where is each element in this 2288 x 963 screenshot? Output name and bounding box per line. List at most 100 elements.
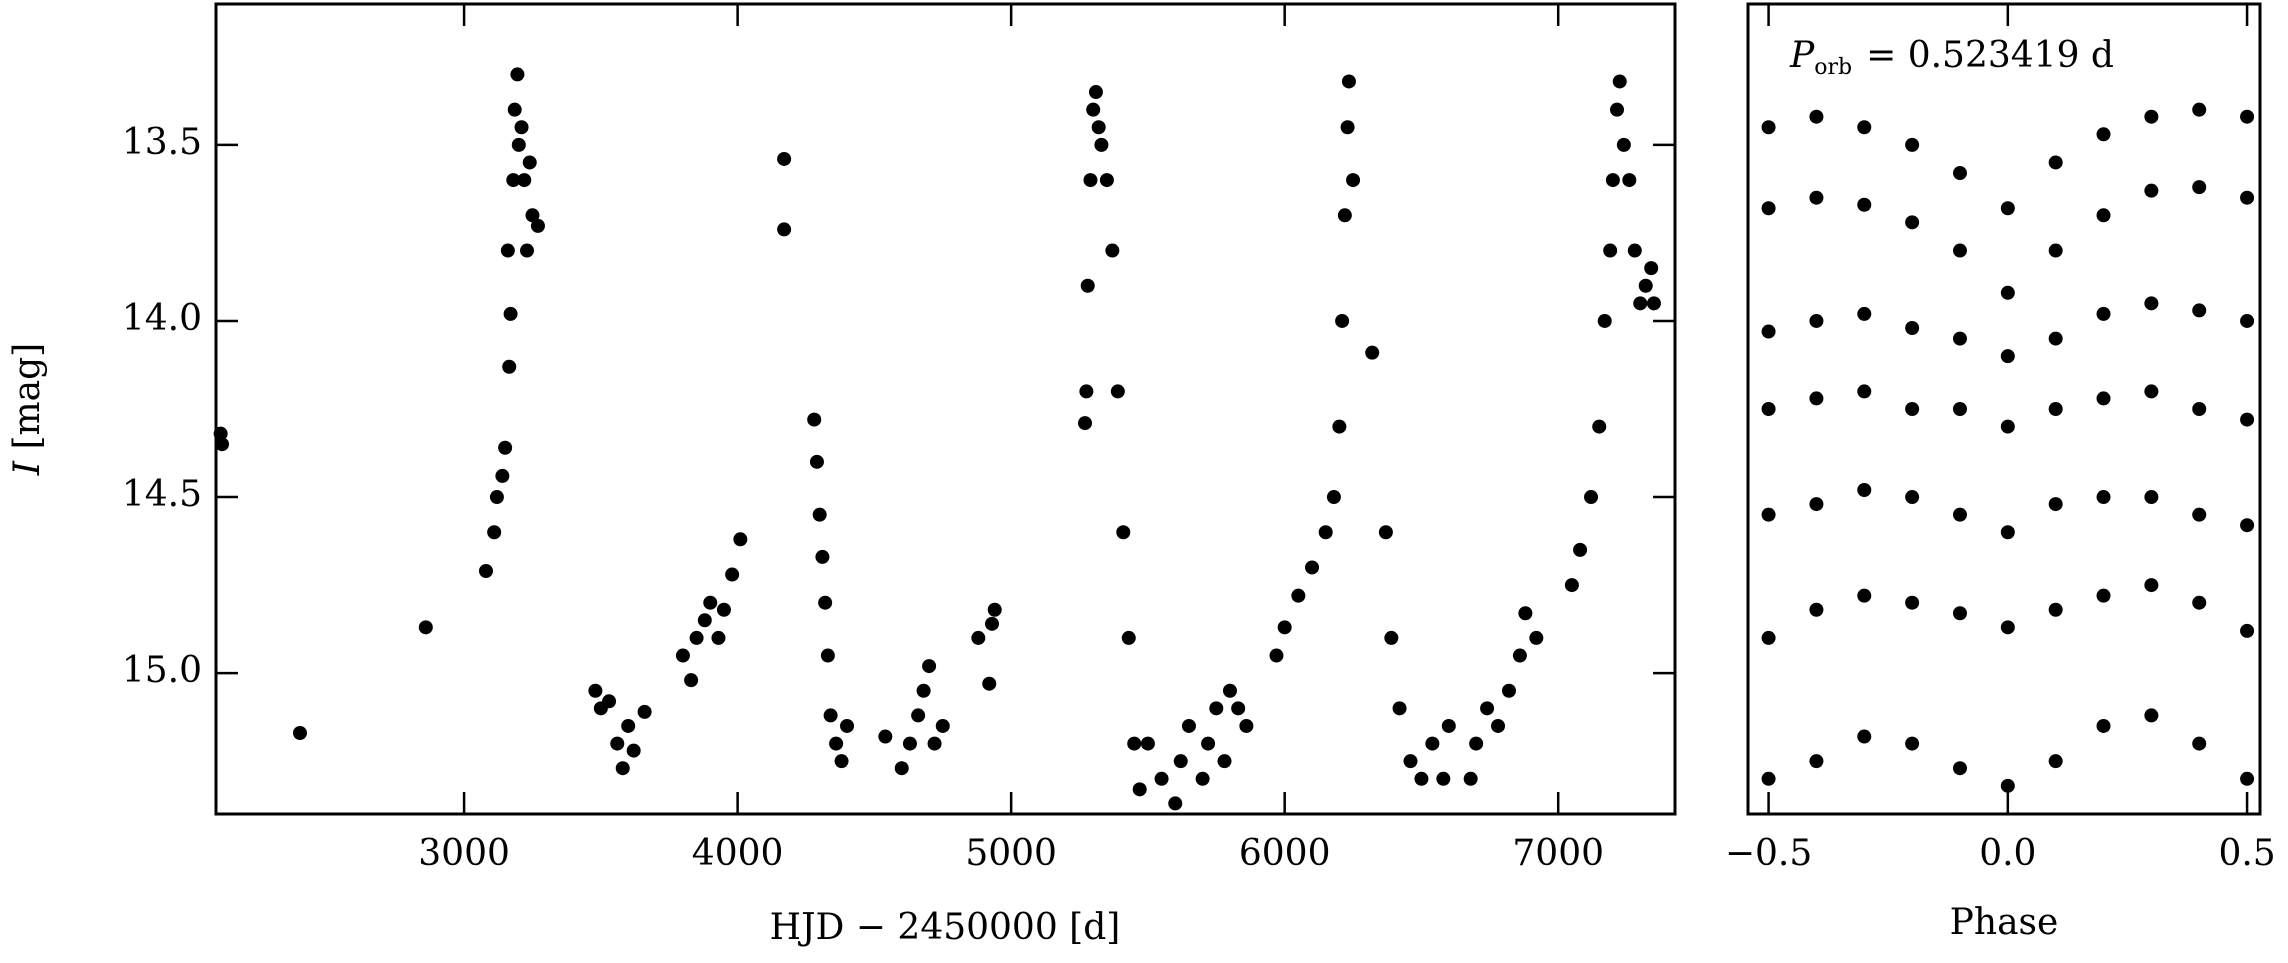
data-point: [2144, 384, 2159, 399]
data-point: [1079, 384, 1094, 399]
right-frame: [1746, 2, 2262, 816]
data-point: [602, 694, 617, 709]
data-point: [971, 630, 986, 645]
data-point: [1127, 736, 1142, 751]
data-point: [2096, 588, 2111, 603]
data-point: [2192, 736, 2207, 751]
data-point: [1116, 525, 1131, 540]
data-point: [2048, 497, 2063, 512]
data-point: [1518, 606, 1533, 621]
y-label-symbol: I: [7, 460, 48, 476]
y-axis-label: I [mag]: [7, 343, 48, 476]
data-point: [588, 683, 603, 698]
data-point: [1952, 243, 1967, 258]
data-point: [1080, 278, 1095, 293]
data-point: [1291, 588, 1306, 603]
data-point: [626, 743, 641, 758]
data-point: [1337, 208, 1352, 223]
data-point: [503, 306, 518, 321]
data-point: [1269, 648, 1284, 663]
data-point: [1392, 701, 1407, 716]
data-point: [922, 659, 937, 674]
x-tick-label: 7000: [1512, 833, 1604, 874]
data-point: [1905, 321, 1920, 335]
data-point: [894, 761, 909, 776]
data-point: [1209, 701, 1224, 716]
data-point: [1425, 736, 1440, 751]
data-point: [1384, 630, 1399, 645]
data-point: [1480, 701, 1495, 716]
data-point: [2000, 525, 2015, 540]
data-point: [1491, 718, 1506, 733]
data-point: [1761, 120, 1776, 135]
data-point: [2048, 331, 2063, 346]
data-point: [2000, 620, 2015, 635]
y-tick-label: 14.0: [122, 298, 202, 339]
data-point: [514, 120, 529, 135]
data-point: [2144, 296, 2159, 311]
data-point: [716, 602, 731, 617]
data-point: [982, 676, 997, 691]
data-point: [1083, 173, 1098, 188]
data-point: [1809, 602, 1824, 617]
data-point: [2240, 771, 2255, 786]
data-point: [2000, 419, 2015, 434]
data-point: [818, 595, 833, 610]
data-point: [215, 437, 230, 452]
data-point: [1952, 507, 1967, 522]
data-point: [2000, 778, 2015, 793]
data-point: [1564, 578, 1579, 593]
data-point: [1469, 736, 1484, 751]
data-point: [1201, 736, 1216, 751]
data-point: [495, 468, 510, 483]
data-point: [2240, 313, 2255, 328]
x-axis-label: Phase: [1950, 902, 2059, 943]
data-point: [2096, 306, 2111, 321]
data-point: [1616, 137, 1631, 152]
data-point: [1340, 120, 1355, 135]
data-point: [1195, 771, 1210, 786]
data-point: [1952, 166, 1967, 181]
data-point: [2192, 180, 2207, 195]
y-tick-label: 15.0: [122, 650, 202, 691]
data-point: [1622, 173, 1637, 188]
data-point: [2192, 402, 2207, 416]
x-tick-label: 0.5: [2218, 833, 2275, 874]
data-point: [829, 736, 844, 751]
data-point: [725, 567, 740, 582]
data-point: [500, 243, 515, 258]
data-point: [1857, 306, 1872, 321]
data-point: [418, 620, 433, 635]
data-point: [1105, 243, 1120, 258]
data-point: [489, 490, 504, 505]
data-point: [1857, 197, 1872, 212]
data-point: [2000, 201, 2015, 216]
data-point: [2192, 102, 2207, 117]
data-point: [834, 754, 849, 769]
data-point: [520, 243, 535, 258]
x-axis-label: HJD − 2450000 [d]: [770, 907, 1121, 948]
data-point: [1761, 771, 1776, 786]
data-point: [1318, 525, 1333, 540]
data-point: [1239, 718, 1254, 733]
data-point: [823, 708, 838, 723]
data-point: [1378, 525, 1393, 540]
data-point: [2048, 754, 2063, 769]
data-point: [507, 102, 522, 117]
data-point: [1761, 402, 1776, 416]
data-point: [807, 412, 822, 427]
data-point: [522, 155, 537, 170]
data-point: [697, 613, 712, 628]
data-point: [1612, 74, 1627, 89]
data-point: [498, 440, 513, 455]
x-tick-label: 5000: [965, 833, 1057, 874]
data-point: [2144, 109, 2159, 124]
data-point: [1809, 497, 1824, 512]
data-point: [621, 718, 636, 733]
data-point: [2048, 243, 2063, 258]
data-point: [1610, 102, 1625, 117]
data-point: [1809, 109, 1824, 124]
data-point: [2048, 155, 2063, 170]
data-point: [1633, 296, 1648, 311]
left-frame: [214, 2, 1677, 816]
